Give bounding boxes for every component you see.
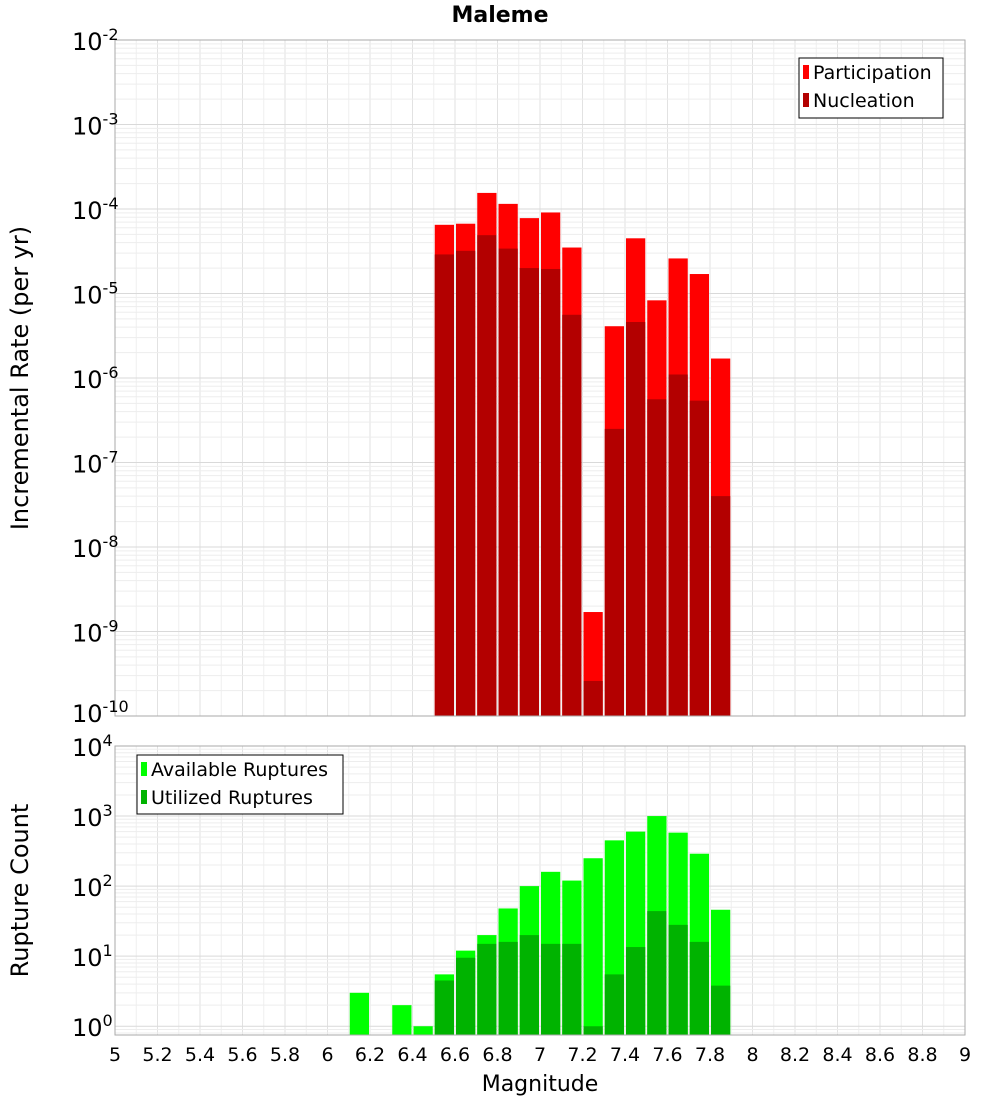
incremental-rate-chart: 10-10 10-9 10-8 10-7 10-6 10-5 10-4 10-3 10-2 Inc… (6, 3, 966, 728)
bar-available-ruptures (349, 992, 369, 1035)
y-axis-label: Incremental Rate (per yr) (6, 226, 34, 530)
y-tick-label: 10-8 (72, 532, 119, 563)
x-tick-label: 8 (746, 1044, 758, 1066)
x-tick-label: 7.6 (652, 1044, 682, 1066)
bar-nucleation (668, 374, 688, 716)
legend-swatch (141, 762, 147, 776)
x-tick-label: 8.4 (822, 1044, 852, 1066)
series-utilized-ruptures (434, 911, 731, 1035)
x-tick-label: 6.8 (482, 1044, 512, 1066)
bar-nucleation (456, 250, 476, 716)
y-tick-label: 100 (72, 1011, 113, 1042)
y-tick-label: 10-7 (72, 448, 119, 479)
legend-box (136, 754, 344, 815)
y-tick-label: 10-5 (72, 279, 119, 310)
legend: Participation Nucleation (798, 57, 944, 119)
x-tick-label: 8.2 (780, 1044, 810, 1066)
y-tick-label: 10-3 (72, 110, 119, 141)
bar-nucleation (498, 248, 518, 716)
grid-lines (114, 745, 966, 1035)
x-tick-label: 6.6 (440, 1044, 470, 1066)
legend-swatch (803, 93, 809, 107)
rupture-count-chart: 100 101 102 103 104 Rupture Count 5 5.2 5.4 5.6 5.… (6, 731, 971, 1097)
bar-utilized-ruptures (711, 985, 731, 1035)
legend-box (798, 57, 944, 119)
legend-label: Utilized Ruptures (151, 787, 313, 809)
x-tick-label: 7.8 (695, 1044, 725, 1066)
legend-swatch (803, 65, 809, 79)
bar-utilized-ruptures (604, 974, 624, 1035)
x-tick-label: 5.2 (142, 1044, 172, 1066)
y-tick-label: 10-9 (72, 617, 119, 648)
y-tick-label: 10-4 (72, 194, 119, 225)
legend-swatch (141, 790, 147, 804)
bar-available-ruptures (392, 1005, 412, 1035)
bar-nucleation (519, 268, 539, 716)
bar-nucleation (689, 400, 709, 716)
x-tick-label: 5.4 (185, 1044, 215, 1066)
bar-nucleation (604, 428, 624, 716)
x-axis-label: Magnitude (482, 1072, 599, 1097)
bar-nucleation (562, 314, 582, 716)
bar-available-ruptures (413, 1026, 433, 1035)
bar-available-ruptures (583, 858, 603, 1035)
legend-label: Nucleation (813, 90, 915, 112)
bar-nucleation (626, 321, 646, 716)
bar-utilized-ruptures (519, 935, 539, 1035)
bar-utilized-ruptures (477, 943, 497, 1035)
bar-nucleation (477, 235, 497, 716)
series-nucleation (434, 235, 731, 716)
plot-border (114, 39, 966, 717)
bar-utilized-ruptures (434, 980, 454, 1035)
y-axis-label: Rupture Count (6, 804, 34, 978)
bar-utilized-ruptures (498, 941, 518, 1035)
bar-nucleation (647, 399, 667, 716)
y-tick-label: 10-2 (72, 25, 119, 56)
bar-nucleation (541, 268, 561, 716)
x-tick-label: 9 (959, 1044, 971, 1066)
bar-utilized-ruptures (541, 943, 561, 1035)
y-tick-label: 102 (72, 871, 113, 902)
y-tick-label: 103 (72, 801, 113, 832)
plot-border (114, 745, 966, 1036)
x-tick-label: 5 (109, 1044, 121, 1066)
x-tick-label: 6 (321, 1044, 333, 1066)
x-tick-label: 8.6 (865, 1044, 895, 1066)
x-tick-label: 6.2 (355, 1044, 385, 1066)
x-tick-label: 7.4 (610, 1044, 640, 1066)
y-tick-label: 101 (72, 941, 113, 972)
bar-utilized-ruptures (668, 924, 688, 1035)
bar-utilized-ruptures (626, 947, 646, 1035)
bar-nucleation (711, 496, 731, 716)
bar-utilized-ruptures (647, 911, 667, 1035)
y-tick-label: 104 (72, 731, 113, 762)
legend-label: Participation (813, 62, 932, 84)
grid-lines (114, 39, 966, 717)
x-tick-label: 5.6 (227, 1044, 257, 1066)
bar-utilized-ruptures (562, 943, 582, 1035)
y-tick-label: 10-6 (72, 363, 119, 394)
legend: Available Ruptures Utilized Ruptures (136, 754, 344, 815)
chart-title: Maleme (451, 3, 548, 28)
bar-utilized-ruptures (583, 1026, 603, 1035)
x-tick-label: 8.8 (907, 1044, 937, 1066)
x-tick-label: 6.4 (397, 1044, 427, 1066)
x-tick-label: 5.8 (270, 1044, 300, 1066)
bar-nucleation (583, 680, 603, 716)
bar-utilized-ruptures (689, 941, 709, 1035)
y-tick-label: 10-10 (72, 697, 129, 728)
x-tick-label: 7 (534, 1044, 546, 1066)
legend-label: Available Ruptures (151, 759, 328, 781)
x-tick-label: 7.2 (567, 1044, 597, 1066)
bar-nucleation (434, 254, 454, 716)
bar-utilized-ruptures (456, 957, 476, 1035)
